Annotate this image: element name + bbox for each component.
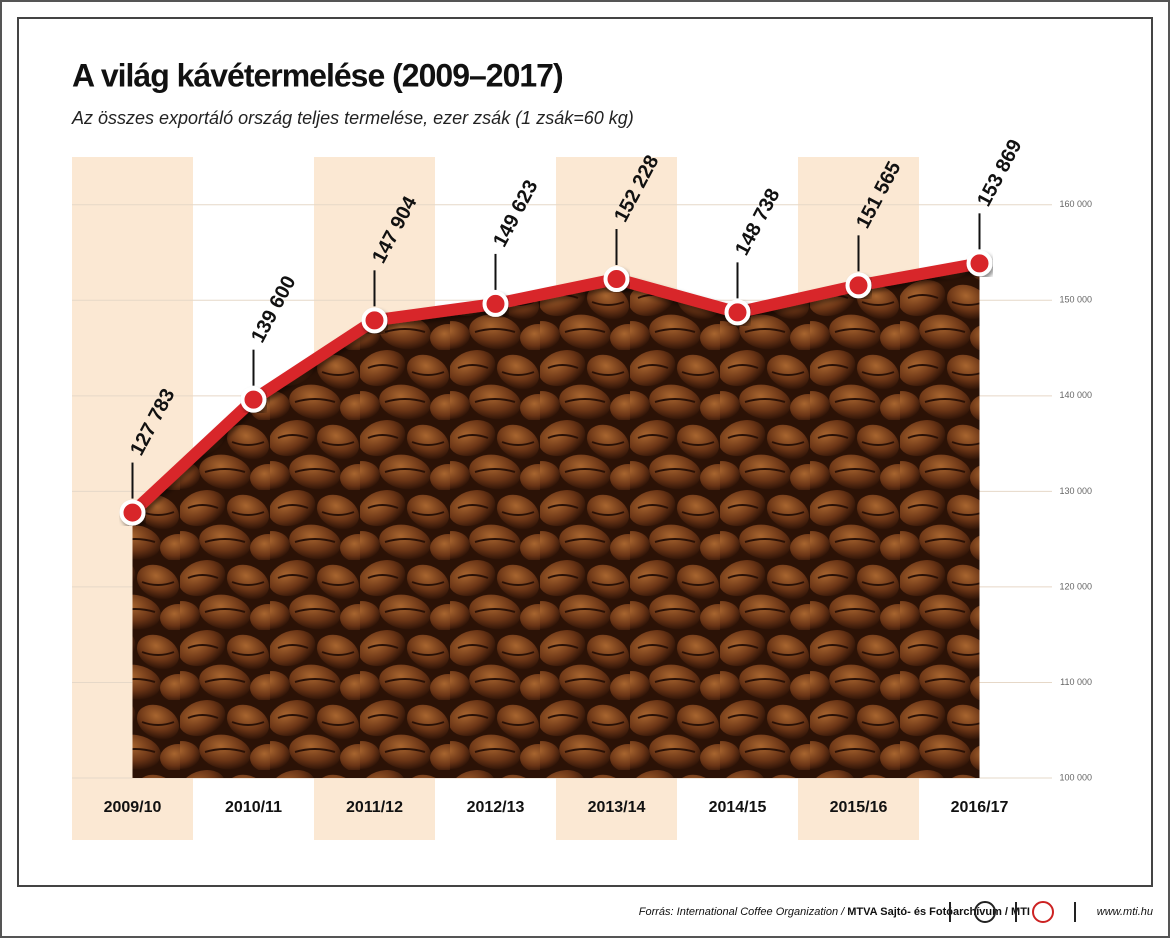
point <box>361 307 388 334</box>
x-tick-label: 2014/15 <box>709 799 767 816</box>
point <box>482 290 509 317</box>
x-tick-label: 2009/10 <box>104 799 162 816</box>
y-tick-label: 130 000 <box>1059 486 1092 496</box>
line <box>128 257 981 517</box>
x-tick-label: 2016/17 <box>951 799 1009 816</box>
point <box>966 250 993 277</box>
chart-subtitle: Az összes exportáló ország teljes termel… <box>71 108 634 128</box>
y-tick-label: 150 000 <box>1059 295 1092 305</box>
credit: MTVA Sajtó- és Fotóarchívum / MTI <box>847 906 1030 918</box>
point <box>119 499 146 526</box>
y-tick-label: 100 000 <box>1059 772 1092 782</box>
x-tick-label: 2013/14 <box>588 799 646 816</box>
bean-area <box>132 263 980 778</box>
footer-text: Forrás: International Coffee Organizatio… <box>639 906 1030 918</box>
point <box>845 272 872 299</box>
x-tick-label: 2010/11 <box>225 799 282 816</box>
point <box>240 386 267 413</box>
y-tick-label: 140 000 <box>1059 390 1092 400</box>
x-tick-label: 2012/13 <box>467 799 525 816</box>
y-tick-label: 110 000 <box>1060 677 1092 687</box>
point <box>724 299 751 326</box>
source: Forrás: International Coffee Organizatio… <box>639 906 848 918</box>
chart-title: A világ kávétermelése (2009–2017) <box>72 57 563 93</box>
footer-url: www.mti.hu <box>1097 906 1153 918</box>
y-tick-label: 120 000 <box>1059 581 1092 591</box>
x-tick-label: 2015/16 <box>830 799 888 816</box>
x-tick-label: 2011/12 <box>346 799 403 816</box>
logos <box>949 901 1076 923</box>
point <box>603 266 630 293</box>
y-tick-label: 160 000 <box>1059 199 1092 209</box>
